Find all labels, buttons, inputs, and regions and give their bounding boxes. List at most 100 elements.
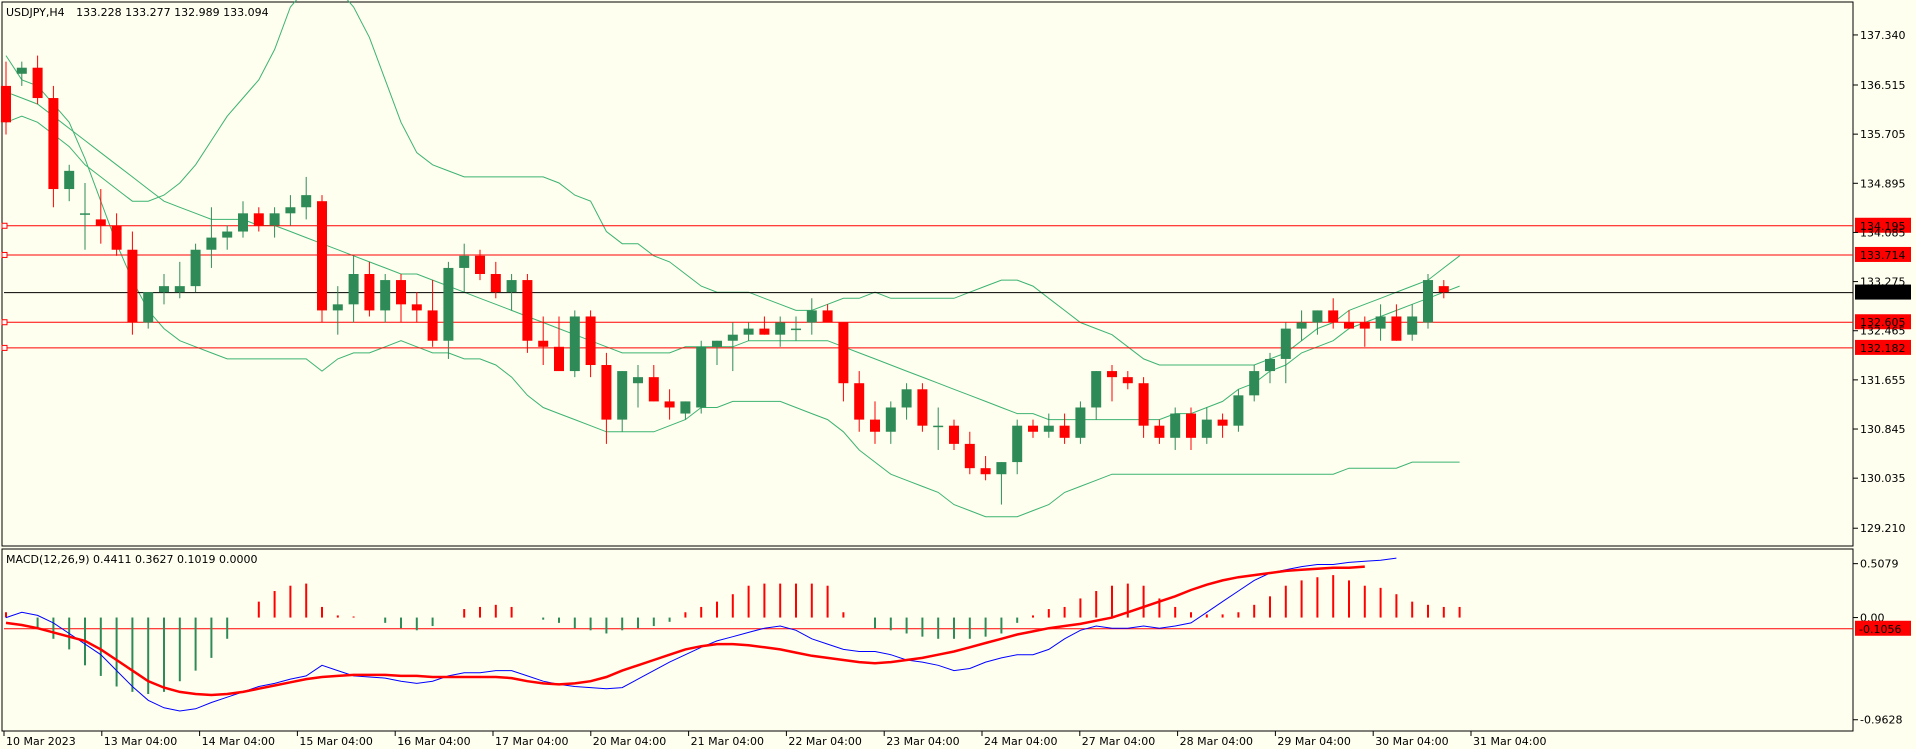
bull-candle bbox=[301, 195, 312, 208]
bear-candle bbox=[664, 401, 675, 408]
price-tick-label: 134.895 bbox=[1860, 177, 1906, 190]
bear-candle bbox=[870, 419, 880, 432]
bull-candle bbox=[159, 286, 169, 293]
bull-candle bbox=[696, 346, 707, 408]
time-axis: 10 Mar 2023 13 Mar 04:00 14 Mar 04:00 15 Ma… bbox=[3, 731, 1546, 748]
bear-candle bbox=[980, 468, 991, 475]
bear-candle bbox=[1391, 316, 1402, 341]
price-pane: 134.195 133.714 132.605 132.182 133.094 137.… bbox=[1, 0, 1911, 547]
bull-candle bbox=[901, 389, 912, 408]
bull-candle bbox=[443, 267, 454, 341]
price-tick-label: 134.085 bbox=[1860, 226, 1906, 239]
price-axis: 137.340 136.515 135.705 134.895 134.085 133.2… bbox=[1853, 29, 1906, 535]
level-handle bbox=[1, 251, 8, 258]
bear-candle bbox=[490, 274, 501, 293]
level-price-label: 132.605 bbox=[1860, 316, 1906, 329]
level-price-label: 133.714 bbox=[1860, 249, 1906, 262]
bull-candle bbox=[80, 213, 90, 215]
current-price-box bbox=[1855, 284, 1911, 300]
time-tick-label: 28 Mar 04:00 bbox=[1180, 735, 1253, 748]
bear-candle bbox=[1186, 413, 1196, 438]
bull-candle bbox=[1091, 371, 1102, 408]
bull-candle bbox=[1201, 419, 1212, 438]
horizontal-levels[interactable]: 134.195 133.714 132.605 132.182 133.094 bbox=[1, 217, 1911, 355]
price-tick-label: 135.705 bbox=[1860, 128, 1906, 141]
time-tick-label: 14 Mar 04:00 bbox=[202, 735, 275, 748]
time-tick-label: 29 Mar 04:00 bbox=[1277, 735, 1350, 748]
price-tick-label: 133.275 bbox=[1860, 276, 1906, 289]
macd-zero-label: -0.1056 bbox=[1859, 623, 1901, 636]
level-price-label: 132.182 bbox=[1860, 342, 1906, 355]
ohlc-readout: 133.228 133.277 132.989 133.094 bbox=[76, 6, 268, 19]
bull-candle bbox=[806, 310, 817, 323]
bull-candle bbox=[1075, 407, 1086, 438]
level-price-box bbox=[1855, 246, 1911, 262]
bollinger-lower-line bbox=[5, 55, 1460, 518]
level-price-box bbox=[1855, 217, 1911, 233]
signal-line bbox=[5, 565, 1365, 697]
bull-candle bbox=[206, 237, 217, 250]
bear-candle bbox=[601, 365, 612, 420]
bull-candle bbox=[1170, 413, 1181, 438]
bear-candle bbox=[1138, 383, 1149, 426]
bull-candle bbox=[775, 322, 786, 335]
time-tick-label: 22 Mar 04:00 bbox=[788, 735, 861, 748]
bull-candle bbox=[459, 255, 470, 268]
bull-candle bbox=[1407, 316, 1418, 335]
level-price-label: 134.195 bbox=[1860, 220, 1906, 233]
time-tick-label: 31 Mar 04:00 bbox=[1473, 735, 1546, 748]
bear-candle bbox=[475, 255, 485, 274]
bear-candle bbox=[822, 310, 833, 323]
bull-candle bbox=[348, 274, 359, 305]
price-tick-label: 137.340 bbox=[1860, 29, 1906, 42]
macd-tick-label: -0.9628 bbox=[1860, 714, 1902, 727]
macd-title: MACD(12,26,9) 0.4411 0.3627 0.1019 0.000… bbox=[6, 553, 258, 566]
bull-candle bbox=[727, 334, 738, 341]
time-tick-label: 15 Mar 04:00 bbox=[299, 735, 372, 748]
candlesticks bbox=[1, 55, 1449, 505]
bull-candle bbox=[1375, 316, 1386, 329]
time-tick-label: 16 Mar 04:00 bbox=[397, 735, 470, 748]
bear-candle bbox=[95, 219, 106, 226]
price-tick-label: 129.210 bbox=[1860, 522, 1906, 535]
bear-candle bbox=[1107, 371, 1117, 378]
bull-candle bbox=[933, 425, 944, 428]
level-price-box bbox=[1855, 314, 1911, 330]
bear-candle bbox=[1, 85, 11, 123]
bull-candle bbox=[1233, 395, 1244, 426]
bull-candle bbox=[1280, 328, 1291, 359]
macd-zero-box bbox=[1855, 620, 1911, 636]
bear-candle bbox=[648, 377, 659, 402]
bear-candle bbox=[127, 249, 138, 323]
time-tick-label: 21 Mar 04:00 bbox=[691, 735, 764, 748]
bear-candle bbox=[1154, 425, 1165, 438]
macd-lines bbox=[5, 557, 1397, 712]
bear-candle bbox=[48, 98, 59, 190]
bull-candle bbox=[617, 371, 628, 420]
bull-candle bbox=[1296, 322, 1307, 329]
bear-candle bbox=[522, 280, 533, 341]
time-tick-label: 20 Mar 04:00 bbox=[593, 735, 666, 748]
macd-tick-label: 0.5079 bbox=[1860, 558, 1899, 571]
bear-candle bbox=[1217, 419, 1228, 426]
bear-candle bbox=[396, 280, 406, 305]
bear-candle bbox=[253, 213, 264, 226]
price-tick-label: 136.515 bbox=[1860, 79, 1906, 92]
bull-candle bbox=[1249, 371, 1260, 396]
bull-candle bbox=[506, 280, 517, 293]
time-tick-label: 10 Mar 2023 bbox=[6, 735, 76, 748]
bull-candle bbox=[64, 170, 75, 190]
bull-candle bbox=[743, 328, 754, 335]
bull-candle bbox=[238, 213, 248, 232]
time-tick-label: 30 Mar 04:00 bbox=[1375, 735, 1448, 748]
bear-candle bbox=[317, 201, 327, 311]
time-tick-label: 13 Mar 04:00 bbox=[104, 735, 177, 748]
bull-candle bbox=[380, 280, 391, 311]
price-tick-label: 130.035 bbox=[1860, 472, 1906, 485]
price-tick-label: 132.465 bbox=[1860, 325, 1906, 338]
time-tick-label: 24 Mar 04:00 bbox=[984, 735, 1057, 748]
macd-histogram bbox=[4, 575, 1853, 694]
